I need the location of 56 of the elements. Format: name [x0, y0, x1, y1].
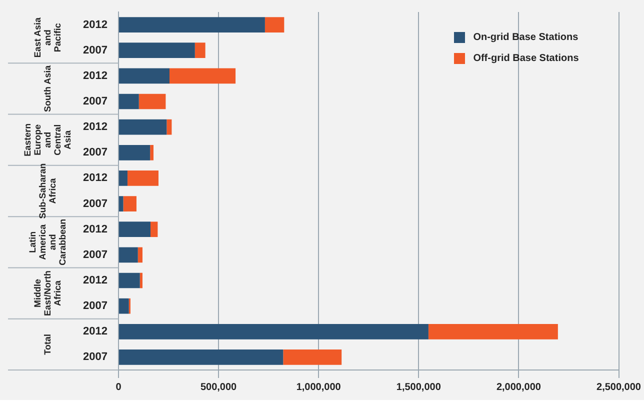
y-tick-label: 2007: [82, 96, 108, 108]
bar: [118, 298, 129, 314]
bar: [118, 144, 150, 160]
bar: [118, 324, 428, 340]
y-tick-label: 2007: [82, 300, 108, 312]
y-tick-label: 2012: [82, 18, 108, 31]
bar: [127, 170, 158, 186]
y-tick-label: 2007: [82, 146, 108, 159]
x-tick-label: 0: [116, 382, 122, 393]
bar: [118, 196, 124, 212]
bar: [118, 350, 284, 365]
bar: [123, 196, 136, 212]
x-tick-label: 2,000,000: [496, 382, 542, 393]
y-tick-label: 2012: [82, 121, 108, 134]
bar: [118, 222, 150, 238]
y-tick-label: 2012: [82, 172, 108, 184]
y-tick-label: 2007: [82, 351, 108, 364]
text: East Asia and Pacific: [32, 16, 62, 58]
bar: [150, 144, 154, 160]
y-tick-label: 2012: [82, 326, 108, 338]
bar: [118, 119, 167, 135]
bar: [138, 247, 142, 263]
bar: [118, 17, 265, 32]
text: South Asia: [42, 64, 52, 112]
bar: [138, 94, 166, 110]
bar: [150, 222, 158, 238]
bar: [140, 272, 142, 288]
bar: [283, 350, 342, 365]
bar: [166, 119, 172, 135]
bar: [428, 324, 558, 340]
y-tick-label: 2012: [82, 70, 108, 82]
legend-label: Off-grid Base Stations: [473, 53, 579, 64]
bar: [118, 247, 138, 263]
y-tick-label: 2012: [82, 223, 108, 236]
x-tick-label: 1,500,000: [396, 382, 442, 393]
x-tick-label: 500,000: [200, 382, 238, 393]
bar: [118, 272, 140, 288]
legend-label: On-grid Base Stations: [473, 32, 578, 43]
y-tick-label: 2007: [82, 44, 108, 56]
x-tick-label: 1,000,000: [296, 382, 342, 393]
y-tick-label: 2012: [82, 274, 108, 287]
bar: [194, 42, 206, 58]
text: Middle East/North Africa: [32, 270, 62, 316]
bar: [118, 94, 139, 110]
bar: [170, 68, 236, 84]
text: Total: [42, 334, 52, 355]
x-tick-label: 2,500,000: [596, 382, 642, 393]
bar: [118, 68, 170, 84]
text: Latin America and Carabbean: [27, 218, 68, 266]
bar: [264, 17, 284, 32]
y-tick-label: 2007: [82, 198, 108, 210]
text: Sub-Saharan Africa: [37, 163, 58, 219]
text: Eastern Europe and Central Asia: [22, 123, 72, 156]
bar: [118, 170, 128, 186]
y-tick-label: 2007: [82, 248, 108, 261]
bar: [118, 42, 195, 58]
